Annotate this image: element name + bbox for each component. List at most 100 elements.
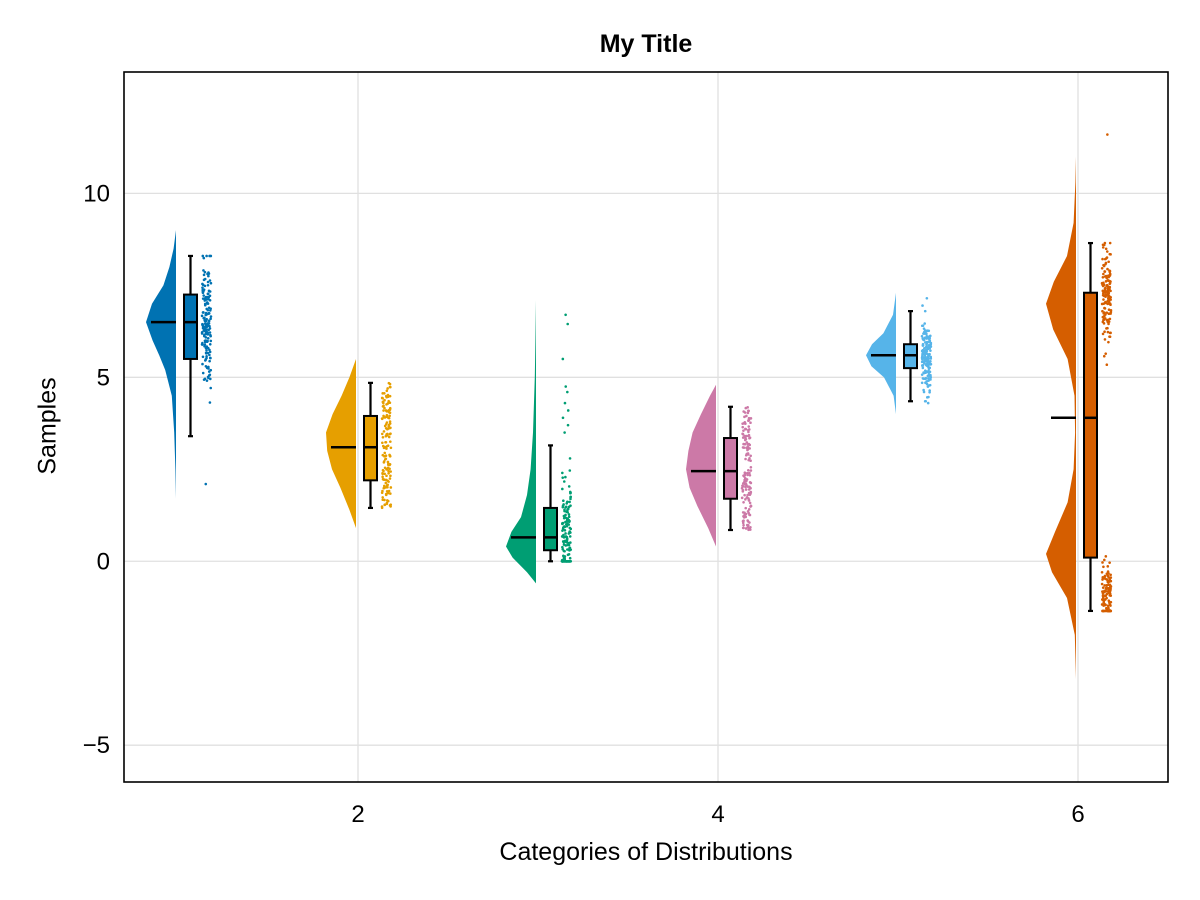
- rain-point: [389, 470, 392, 473]
- rain-point: [381, 400, 385, 404]
- rain-point: [1109, 289, 1112, 293]
- rain-point: [741, 521, 745, 525]
- rain-point: [745, 523, 749, 527]
- rain-point: [380, 491, 384, 495]
- rain-point: [206, 292, 210, 296]
- rain-point: [206, 332, 209, 336]
- rain-point: [1106, 330, 1110, 334]
- rain-point: [380, 506, 384, 510]
- rain-point: [561, 545, 564, 549]
- rain-point: [921, 352, 924, 356]
- rain-point: [389, 474, 392, 478]
- rain-point: [386, 444, 390, 448]
- rain-point: [561, 547, 565, 551]
- rain-point: [206, 351, 210, 355]
- rain-point: [208, 353, 211, 357]
- rain-point: [749, 504, 753, 508]
- rain-point: [929, 373, 932, 377]
- rain-point: [748, 493, 752, 496]
- rain-point: [381, 392, 384, 395]
- rain-point: [566, 548, 569, 551]
- rain-point: [562, 503, 565, 506]
- rain-point-outlier: [563, 431, 566, 434]
- rain-point: [925, 382, 929, 386]
- rain-point-outlier: [204, 482, 208, 486]
- rain-point: [385, 502, 389, 506]
- rain-point: [385, 474, 388, 478]
- rain-point: [564, 520, 567, 524]
- rain-point: [384, 434, 388, 438]
- rain-point: [1102, 243, 1106, 247]
- rain-point: [207, 370, 211, 373]
- rain-point: [205, 379, 209, 382]
- rain-point: [749, 490, 753, 494]
- rain-point: [1104, 352, 1108, 355]
- rain-point: [1102, 354, 1106, 358]
- rain-point: [209, 307, 212, 311]
- rain-point: [924, 399, 928, 403]
- rain-point: [1100, 570, 1104, 574]
- rain-point: [748, 480, 752, 484]
- rain-point: [1101, 596, 1105, 599]
- rain-point: [925, 380, 929, 383]
- rain-point: [744, 457, 747, 461]
- rain-point: [746, 447, 750, 451]
- rain-point: [388, 432, 392, 436]
- rain-point: [207, 274, 210, 278]
- rain-point: [388, 385, 392, 389]
- rain-point: [385, 410, 389, 413]
- rain-point: [921, 364, 925, 367]
- rain-point: [389, 446, 393, 450]
- rain-point: [385, 478, 388, 482]
- rain-point: [1106, 267, 1109, 271]
- rain-point: [745, 434, 748, 438]
- rain-point: [388, 406, 392, 410]
- rain-point: [389, 492, 392, 495]
- rain-point: [387, 435, 391, 439]
- grid-lines: [124, 72, 1168, 782]
- rain-point: [388, 463, 391, 467]
- rain-point: [382, 430, 386, 433]
- rain-point-outlier: [566, 390, 569, 394]
- rain-point: [748, 473, 752, 477]
- rain-point: [923, 309, 927, 313]
- rain-point: [929, 357, 933, 360]
- rain-point: [202, 294, 205, 297]
- rain-point: [1108, 609, 1112, 612]
- rain-point: [923, 353, 927, 357]
- rain-point: [1105, 318, 1109, 322]
- rain-point: [568, 469, 572, 472]
- rain-point: [382, 484, 386, 488]
- rain-point: [921, 324, 925, 327]
- rain-point: [203, 303, 207, 307]
- rain-point: [386, 416, 390, 419]
- box-iqr: [723, 437, 738, 500]
- rain-point-outlier: [561, 416, 565, 420]
- rain-point: [1107, 606, 1110, 610]
- x-tick-label: 2: [351, 801, 364, 828]
- rain-point: [568, 490, 572, 494]
- rain-point: [209, 334, 212, 338]
- rain-point: [1101, 592, 1105, 595]
- rain-point: [742, 429, 745, 432]
- rain-point: [924, 371, 927, 375]
- rain-point: [381, 475, 384, 479]
- rain-point: [206, 339, 209, 343]
- rain-point: [749, 421, 752, 424]
- rain-point: [386, 460, 390, 464]
- rain-point: [1101, 586, 1105, 589]
- rain-point: [1101, 309, 1104, 313]
- rain-point: [1108, 302, 1112, 305]
- rain-point: [568, 457, 572, 460]
- rain-point: [746, 406, 749, 409]
- rain-point: [1102, 311, 1106, 314]
- rain-point: [746, 411, 750, 415]
- rain-point: [1109, 594, 1113, 597]
- rain-point: [1106, 279, 1110, 282]
- rain-point: [748, 501, 752, 505]
- rain-point: [920, 334, 924, 338]
- rain-point: [562, 480, 566, 483]
- rain-point: [920, 373, 924, 376]
- plot-area: [146, 133, 1113, 679]
- rain-point: [568, 500, 571, 504]
